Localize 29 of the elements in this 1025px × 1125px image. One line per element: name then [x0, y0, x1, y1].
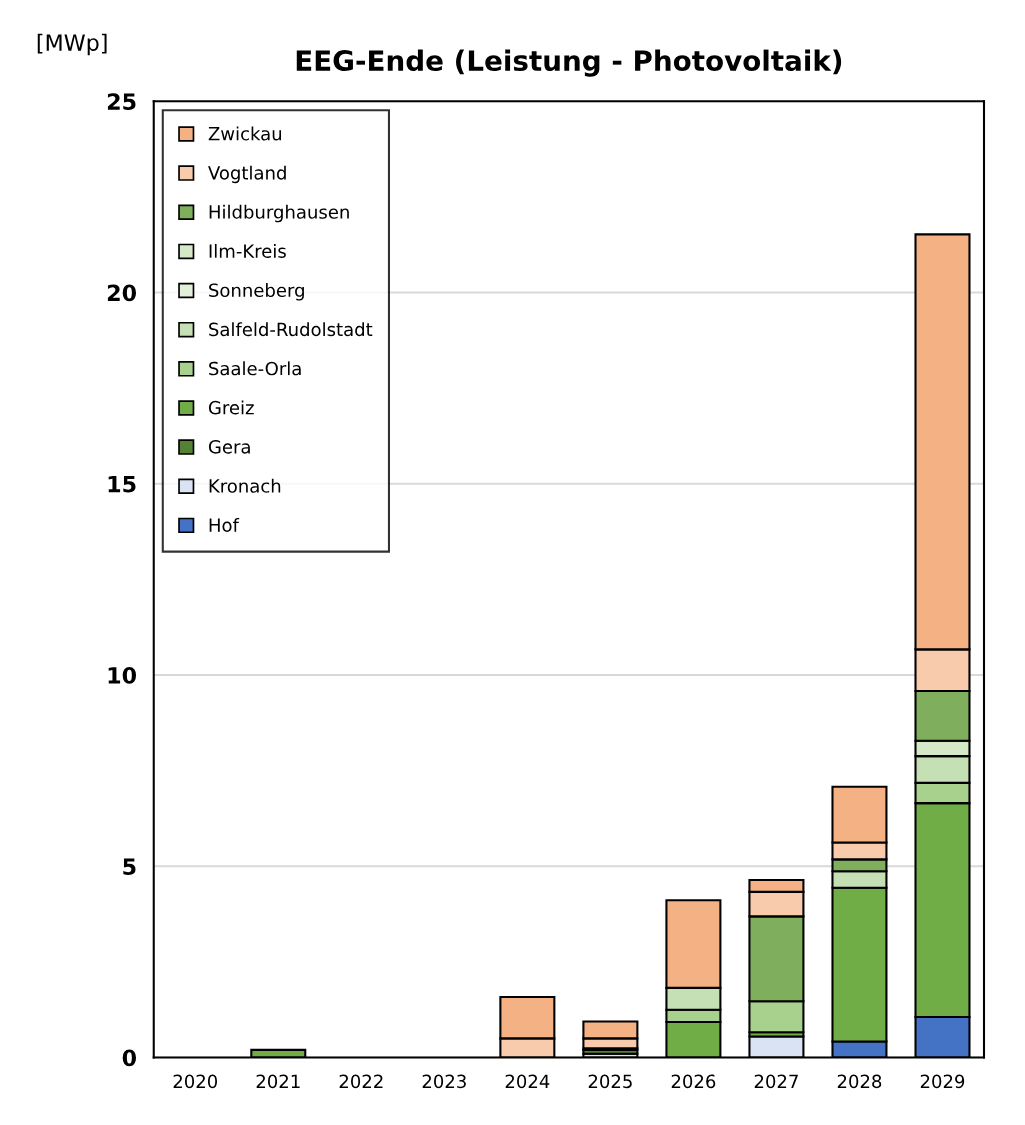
x-tick-label: 2021 [256, 1074, 300, 1089]
legend-label: Sonneberg [209, 283, 304, 301]
x-tick-label: 2023 [422, 1074, 466, 1089]
legend-label: Hildburghausen [209, 204, 349, 223]
x-tick-label: 2029 [920, 1074, 965, 1089]
legend-label: Greiz [208, 400, 254, 415]
y-tick-label: 20 [107, 284, 137, 302]
legend-label: Salfeld-Rudolstadt [209, 322, 373, 337]
x-tick-label: 2020 [173, 1074, 218, 1089]
legend-label: Kronach [209, 478, 281, 493]
legend-label: Hof [209, 517, 240, 532]
y-axis-title: [MWp] [37, 33, 107, 56]
y-tick-label: 5 [123, 858, 136, 876]
legend-label: Zwickau [208, 126, 281, 141]
x-tick-label: 2028 [837, 1074, 882, 1089]
x-tick-label: 2022 [339, 1074, 383, 1089]
chart-title: EEG-Ende (Leistung - Photovoltaik) [296, 49, 842, 77]
legend-label: Gera [208, 439, 250, 454]
legend-label: Saale-Orla [209, 361, 301, 376]
x-tick-label: 2026 [671, 1074, 716, 1089]
legend-label: Vogtland [208, 165, 286, 184]
y-tick-label: 0 [122, 1049, 137, 1067]
x-tick-label: 2025 [588, 1074, 632, 1089]
y-tick-label: 25 [107, 93, 136, 111]
x-tick-label: 2027 [754, 1074, 798, 1089]
x-tick-label: 2024 [505, 1074, 550, 1089]
y-tick-label: 15 [108, 475, 136, 493]
legend-label: Ilm-Kreis [209, 243, 286, 258]
y-tick-label: 10 [108, 666, 137, 684]
